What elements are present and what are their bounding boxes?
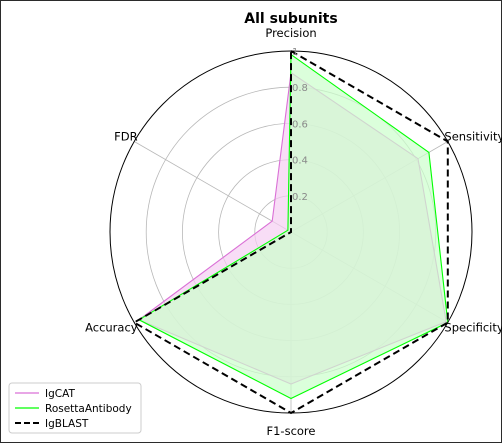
rtick-label: 0.8 <box>292 83 308 94</box>
legend-box <box>8 382 142 434</box>
rtick-label: 0.4 <box>292 156 308 167</box>
axis-label-sensitivity: Sensitivity <box>444 130 502 144</box>
outer-ring <box>109 50 473 414</box>
legend-label-igblast: IgBLAST <box>45 418 89 430</box>
rtick-label: 0.6 <box>292 119 308 130</box>
series-outline-rosettaantibody <box>137 53 449 400</box>
axis-label-accuracy: Accuracy <box>85 321 138 335</box>
series-area-rosettaantibody <box>139 54 448 399</box>
axis-labels: Precision Sensitivity Specificity F1-sco… <box>85 26 502 438</box>
spoke-line <box>134 141 292 233</box>
legend-label-rosettaantibody: RosettaAntibody <box>45 403 132 415</box>
rtick-label: 1 <box>292 47 298 58</box>
axis-label-specificity: Specificity <box>444 321 502 335</box>
legend-label-igcat: IgCAT <box>45 388 75 400</box>
rtick-label: 0.2 <box>292 192 308 203</box>
series-layer <box>132 49 449 415</box>
chart-title: All subunits <box>244 11 337 27</box>
axis-label-precision: Precision <box>265 26 316 40</box>
legend: IgCAT RosettaAntibody IgBLAST <box>8 382 142 434</box>
axis-label-fdr: FDR <box>114 130 137 144</box>
axis-label-f1-score: F1-score <box>267 424 316 438</box>
radial-tick-labels: 0.2 0.4 0.6 0.8 1 <box>292 47 308 203</box>
